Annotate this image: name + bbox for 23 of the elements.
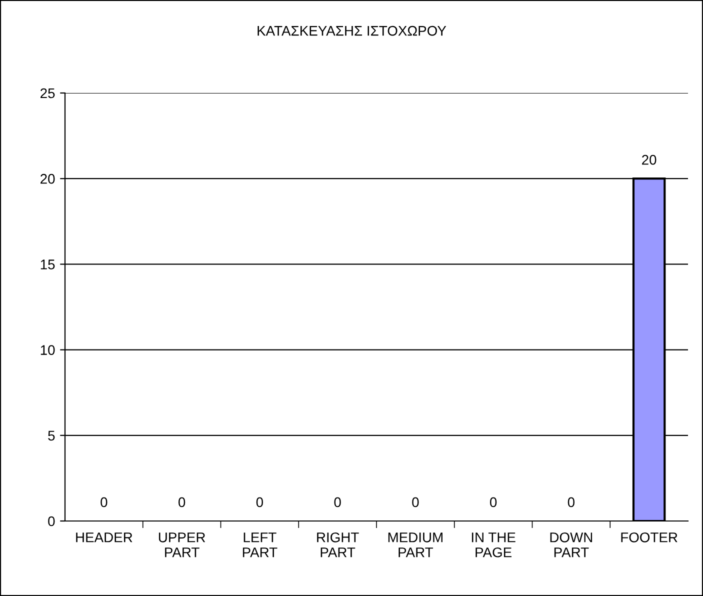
y-tick-label: 20 xyxy=(40,174,55,184)
data-label: 0 xyxy=(256,497,264,508)
x-tick-label: IN THE PAGE xyxy=(472,532,516,558)
x-tick-label: HEADER xyxy=(76,532,132,542)
x-tick-label: FOOTER xyxy=(621,532,678,542)
x-tick-label: UPPER PART xyxy=(158,532,206,558)
data-label: 0 xyxy=(334,497,341,508)
data-label: 0 xyxy=(412,497,419,508)
x-tick-label: RIGHT PART xyxy=(317,532,359,558)
x-tick-label: MEDIUM PART xyxy=(388,532,442,558)
data-label: 0 xyxy=(568,497,575,508)
data-label: 0 xyxy=(490,497,497,508)
data-label: 0 xyxy=(178,497,186,508)
y-tick-label: 10 xyxy=(40,345,55,355)
y-tick-label: 5 xyxy=(48,430,55,441)
x-tick-label: DOWN PART xyxy=(550,532,592,558)
y-tick-label: 25 xyxy=(40,88,55,98)
y-tick-label: 15 xyxy=(40,260,55,270)
data-label: 0 xyxy=(100,497,108,508)
chart-title: ΚΑΤΑΣΚΕΥΑΣΗΣ ΙΣΤΟΧΩΡΟΥ xyxy=(258,26,446,36)
x-tick-label: LEFT PART xyxy=(242,532,278,558)
data-label: 20 xyxy=(642,154,656,165)
y-tick-label: 0 xyxy=(48,516,55,526)
